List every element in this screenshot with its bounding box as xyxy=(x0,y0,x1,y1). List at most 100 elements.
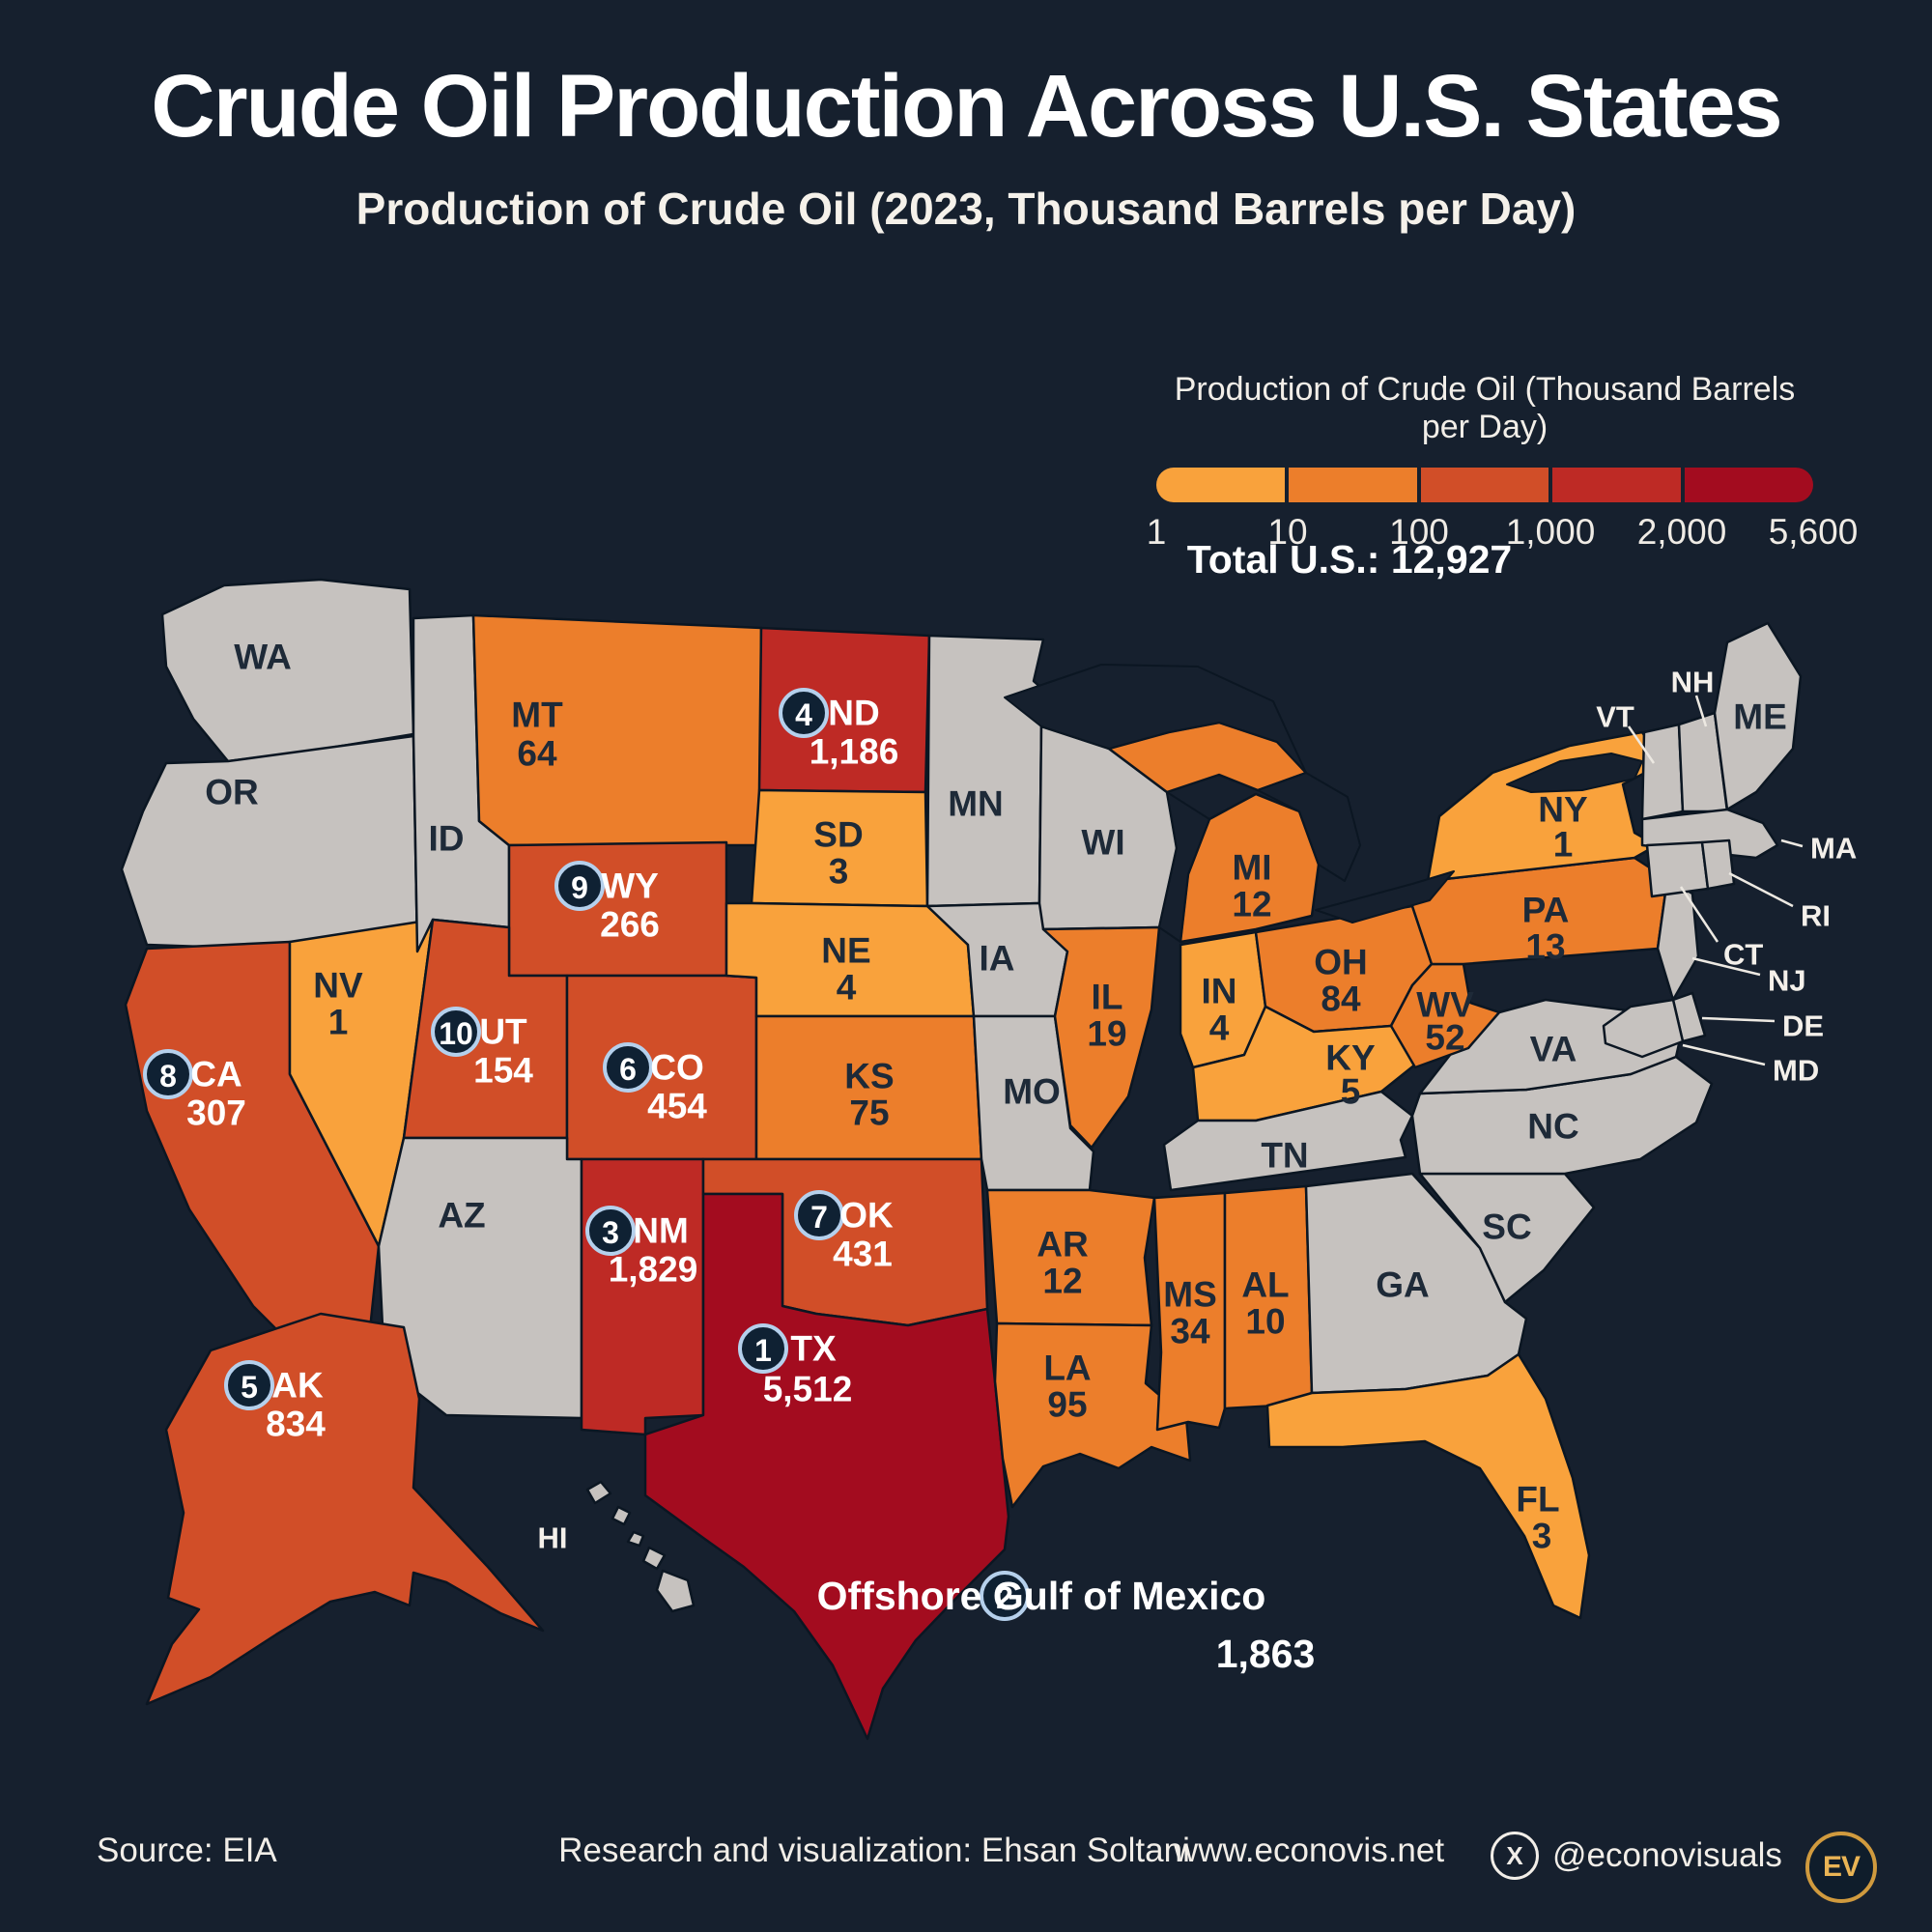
leader-line-vt xyxy=(1627,725,1656,764)
state-label-ms: MS xyxy=(1163,1275,1217,1315)
state-value-ca: 307 xyxy=(186,1094,246,1133)
brand-logo: EV xyxy=(1805,1832,1877,1903)
state-label-fl: FL xyxy=(1516,1480,1559,1520)
legend-tick: 100 xyxy=(1389,512,1449,552)
state-texas xyxy=(643,1192,1010,1741)
rank-badge-tx: 1 xyxy=(738,1323,788,1374)
state-value-ut: 154 xyxy=(473,1051,533,1091)
rank-badge-ca: 8 xyxy=(143,1049,193,1099)
lake-michigan xyxy=(1158,791,1210,943)
website-link: www.econovis.net xyxy=(1173,1832,1445,1869)
state-value-sd: 3 xyxy=(829,852,849,892)
legend-tick: 1,000 xyxy=(1505,512,1596,552)
state-label-wa: WA xyxy=(234,638,292,677)
legend-tick: 5,600 xyxy=(1768,512,1859,552)
state-label-ak: AK xyxy=(271,1366,324,1406)
legend-tick: 2,000 xyxy=(1636,512,1727,552)
state-value-nd: 1,186 xyxy=(810,732,899,772)
state-label-ga: GA xyxy=(1376,1265,1430,1305)
state-value-wy: 266 xyxy=(600,905,660,945)
state-new-jersey xyxy=(1656,877,1700,1002)
leader-line-ct xyxy=(1679,886,1719,943)
state-oregon xyxy=(120,734,419,953)
state-value-la: 95 xyxy=(1047,1385,1087,1425)
state-label-va: VA xyxy=(1530,1030,1577,1069)
footer: Source: EIA Research and visualization: … xyxy=(0,1808,1932,1903)
state-value-tx: 5,512 xyxy=(763,1370,853,1409)
rank-badge-offshore: 2 xyxy=(980,1571,1030,1621)
state-value-fl: 3 xyxy=(1532,1517,1552,1556)
state-label-md: MD xyxy=(1773,1054,1819,1088)
state-label-ok: OK xyxy=(839,1196,894,1236)
x-social: X @econovisuals xyxy=(1491,1832,1782,1880)
us-total: Total U.S.: 12,927 xyxy=(1186,537,1513,582)
state-value-ar: 12 xyxy=(1042,1262,1082,1301)
rank-number: 1 xyxy=(754,1333,772,1368)
state-connecticut xyxy=(1645,840,1710,898)
state-value-al: 10 xyxy=(1245,1302,1285,1342)
state-value-ks: 75 xyxy=(849,1094,889,1133)
state-label-hi: HI xyxy=(538,1521,568,1555)
state-value-ok: 431 xyxy=(833,1235,893,1274)
state-label-wy: WY xyxy=(601,867,659,906)
state-value-mt: 64 xyxy=(517,734,557,774)
leader-line-de xyxy=(1701,1016,1776,1023)
state-label-al: AL xyxy=(1241,1265,1289,1305)
state-label-sc: SC xyxy=(1482,1208,1531,1247)
state-label-nm: NM xyxy=(633,1211,689,1251)
leader-line-md xyxy=(1682,1043,1766,1066)
state-new-mexico xyxy=(580,1157,705,1436)
rank-number: 3 xyxy=(602,1215,619,1250)
rank-number: 10 xyxy=(439,1016,473,1051)
state-value-mi: 12 xyxy=(1232,885,1271,924)
state-value-nm: 1,829 xyxy=(609,1250,698,1290)
state-maine xyxy=(1713,621,1803,811)
state-label-ma: MA xyxy=(1810,832,1857,866)
state-label-de: DE xyxy=(1782,1009,1824,1043)
state-louisiana xyxy=(993,1321,1192,1509)
lake-huron xyxy=(1257,772,1361,882)
state-label-id: ID xyxy=(429,819,465,859)
legend-segment-3 xyxy=(1420,468,1549,502)
state-label-mn: MN xyxy=(948,784,1004,824)
leader-line-nh xyxy=(1694,695,1708,727)
state-label-ut: UT xyxy=(479,1012,527,1052)
state-value-ny: 1 xyxy=(1553,825,1574,865)
state-label-ny: NY xyxy=(1538,790,1588,830)
state-value-nv: 1 xyxy=(328,1003,349,1042)
state-hawaii-island xyxy=(611,1505,632,1526)
leader-line-ri xyxy=(1728,871,1794,908)
state-label-tx: TX xyxy=(790,1329,837,1369)
state-label-sd: SD xyxy=(813,815,863,855)
state-label-nh: NH xyxy=(1671,666,1715,699)
state-label-mi: MI xyxy=(1232,848,1271,888)
state-label-mt: MT xyxy=(511,696,563,735)
rank-number: 7 xyxy=(810,1200,828,1235)
legend-segment-4 xyxy=(1552,468,1682,502)
state-label-me: ME xyxy=(1733,697,1787,737)
state-value-pa: 13 xyxy=(1525,927,1565,967)
rank-number: 5 xyxy=(241,1370,258,1405)
leader-line-nj xyxy=(1691,956,1761,977)
rank-badge-ak: 5 xyxy=(224,1360,274,1410)
lake-ontario xyxy=(1506,753,1643,793)
state-hawaii-island xyxy=(626,1530,645,1548)
state-label-az: AZ xyxy=(438,1196,485,1236)
rank-badge-ut: 10 xyxy=(431,1007,481,1057)
offshore-label: Offshore Gulf of Mexico xyxy=(817,1574,1266,1618)
state-label-ar: AR xyxy=(1037,1225,1088,1264)
page-title: Crude Oil Production Across U.S. States xyxy=(151,57,1782,156)
state-alaska xyxy=(145,1312,545,1706)
state-illinois xyxy=(1041,925,1161,1150)
state-label-ca: CA xyxy=(190,1055,242,1094)
state-label-ne: NE xyxy=(821,931,870,971)
state-label-ct: CT xyxy=(1723,938,1763,972)
state-label-vt: VT xyxy=(1596,700,1634,734)
state-label-la: LA xyxy=(1043,1349,1091,1388)
color-legend: Production of Crude Oil (Thousand Barrel… xyxy=(1118,371,1871,582)
state-label-ia: IA xyxy=(980,939,1015,979)
state-florida xyxy=(1265,1352,1591,1620)
state-hawaii-island xyxy=(655,1569,696,1613)
legend-ticks: 1 10 100 1,000 2,000 5,600 xyxy=(1147,512,1859,554)
